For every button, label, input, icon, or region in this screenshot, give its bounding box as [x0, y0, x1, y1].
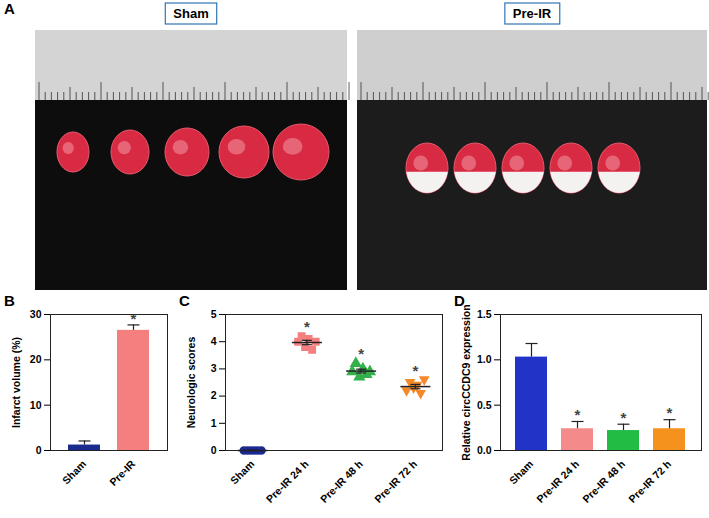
html-text:C: C: [179, 292, 190, 309]
svg-text:0.0: 0.0: [477, 444, 492, 456]
svg-text:Sham: Sham: [60, 458, 89, 487]
svg-text:5: 5: [211, 308, 217, 320]
svg-text:Relative circCCDC9 expression: Relative circCCDC9 expression: [460, 304, 472, 460]
svg-text:Pre-IR 48 h: Pre-IR 48 h: [580, 458, 627, 505]
svg-text:30: 30: [30, 308, 42, 320]
svg-text:0.5: 0.5: [477, 399, 492, 411]
svg-text:Pre-IR 72 h: Pre-IR 72 h: [626, 458, 673, 505]
svg-text:*: *: [131, 310, 137, 327]
svg-text:*: *: [621, 409, 627, 426]
svg-text:0: 0: [211, 444, 217, 456]
svg-text:1: 1: [211, 417, 217, 429]
svg-text:Pre-IR 24 h: Pre-IR 24 h: [263, 458, 310, 505]
svg-text:Infarct volume (%): Infarct volume (%): [10, 337, 22, 428]
html-text:D: D: [454, 292, 465, 309]
svg-text:*: *: [358, 345, 364, 362]
svg-text:Sham: Sham: [173, 6, 208, 21]
svg-text:*: *: [304, 318, 310, 335]
svg-text:Sham: Sham: [228, 458, 257, 487]
svg-text:Pre-IR: Pre-IR: [513, 6, 552, 21]
svg-text:Pre-IR: Pre-IR: [107, 457, 138, 488]
svg-text:Pre-IR 72 h: Pre-IR 72 h: [372, 458, 419, 505]
svg-text:Pre-IR 24 h: Pre-IR 24 h: [534, 458, 581, 505]
svg-text:2: 2: [211, 389, 217, 401]
svg-text:*: *: [667, 404, 673, 421]
svg-text:10: 10: [30, 399, 42, 411]
svg-text:*: *: [412, 362, 418, 379]
html-text:A: A: [4, 0, 15, 17]
svg-text:*: *: [575, 406, 581, 423]
svg-text:Neurologic scores: Neurologic scores: [185, 337, 197, 429]
svg-text:20: 20: [30, 353, 42, 365]
svg-text:0: 0: [36, 444, 42, 456]
svg-text:Pre-IR 48 h: Pre-IR 48 h: [318, 458, 365, 505]
svg-text:1.0: 1.0: [477, 353, 492, 365]
svg-text:1.5: 1.5: [477, 308, 492, 320]
svg-text:4: 4: [211, 335, 217, 347]
svg-text:Sham: Sham: [507, 458, 536, 487]
svg-text:3: 3: [211, 362, 217, 374]
html-text:B: B: [4, 292, 15, 309]
